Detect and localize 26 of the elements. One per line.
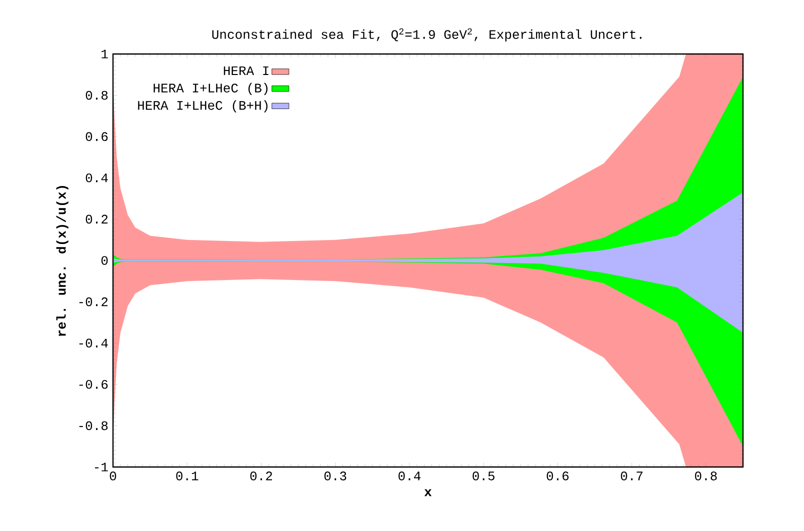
x-axis-title: x [424,489,432,496]
x-tick-label: 0.4 [398,472,421,480]
y-tick-label: 0 [101,256,108,265]
y-axis-title: rel. unc. d(x)/u(x) [56,186,68,336]
x-tick-label: 0.1 [176,472,198,480]
chart-title: Unconstrained sea Fit, Q$^{2}$=1.9 GeV$^{2}$, Experimental Uncert. [212,28,642,42]
y-tick-label: 0.4 [86,173,108,182]
y-tick-label: -0.4 [79,338,108,348]
x-tick-label: 0 [110,472,116,480]
legend-label: HERA I+LHeC (B+H) [138,100,268,112]
y-tick-label: -0.8 [79,421,108,430]
legend-label: HERA I+LHeC (B) [154,82,268,96]
x-tick-label: 0.8 [695,472,717,480]
y-tick-label: -0.6 [79,380,108,389]
x-tick-label: 0.3 [324,472,346,480]
y-tick-label: 0.2 [86,214,108,224]
x-tick-label: 0.7 [620,472,642,480]
y-tick-label: 1 [102,50,108,58]
y-tick-label: 0.8 [86,90,108,100]
y-tick-label: 0.6 [86,132,108,142]
y-tick-label: -0.2 [79,297,108,306]
x-tick-label: 0.6 [546,472,569,480]
x-tick-label: 0.5 [472,472,494,480]
y-tick-label: -1 [94,462,108,472]
x-tick-label: 0.2 [250,472,272,480]
legend-label: HERA I [224,66,268,76]
